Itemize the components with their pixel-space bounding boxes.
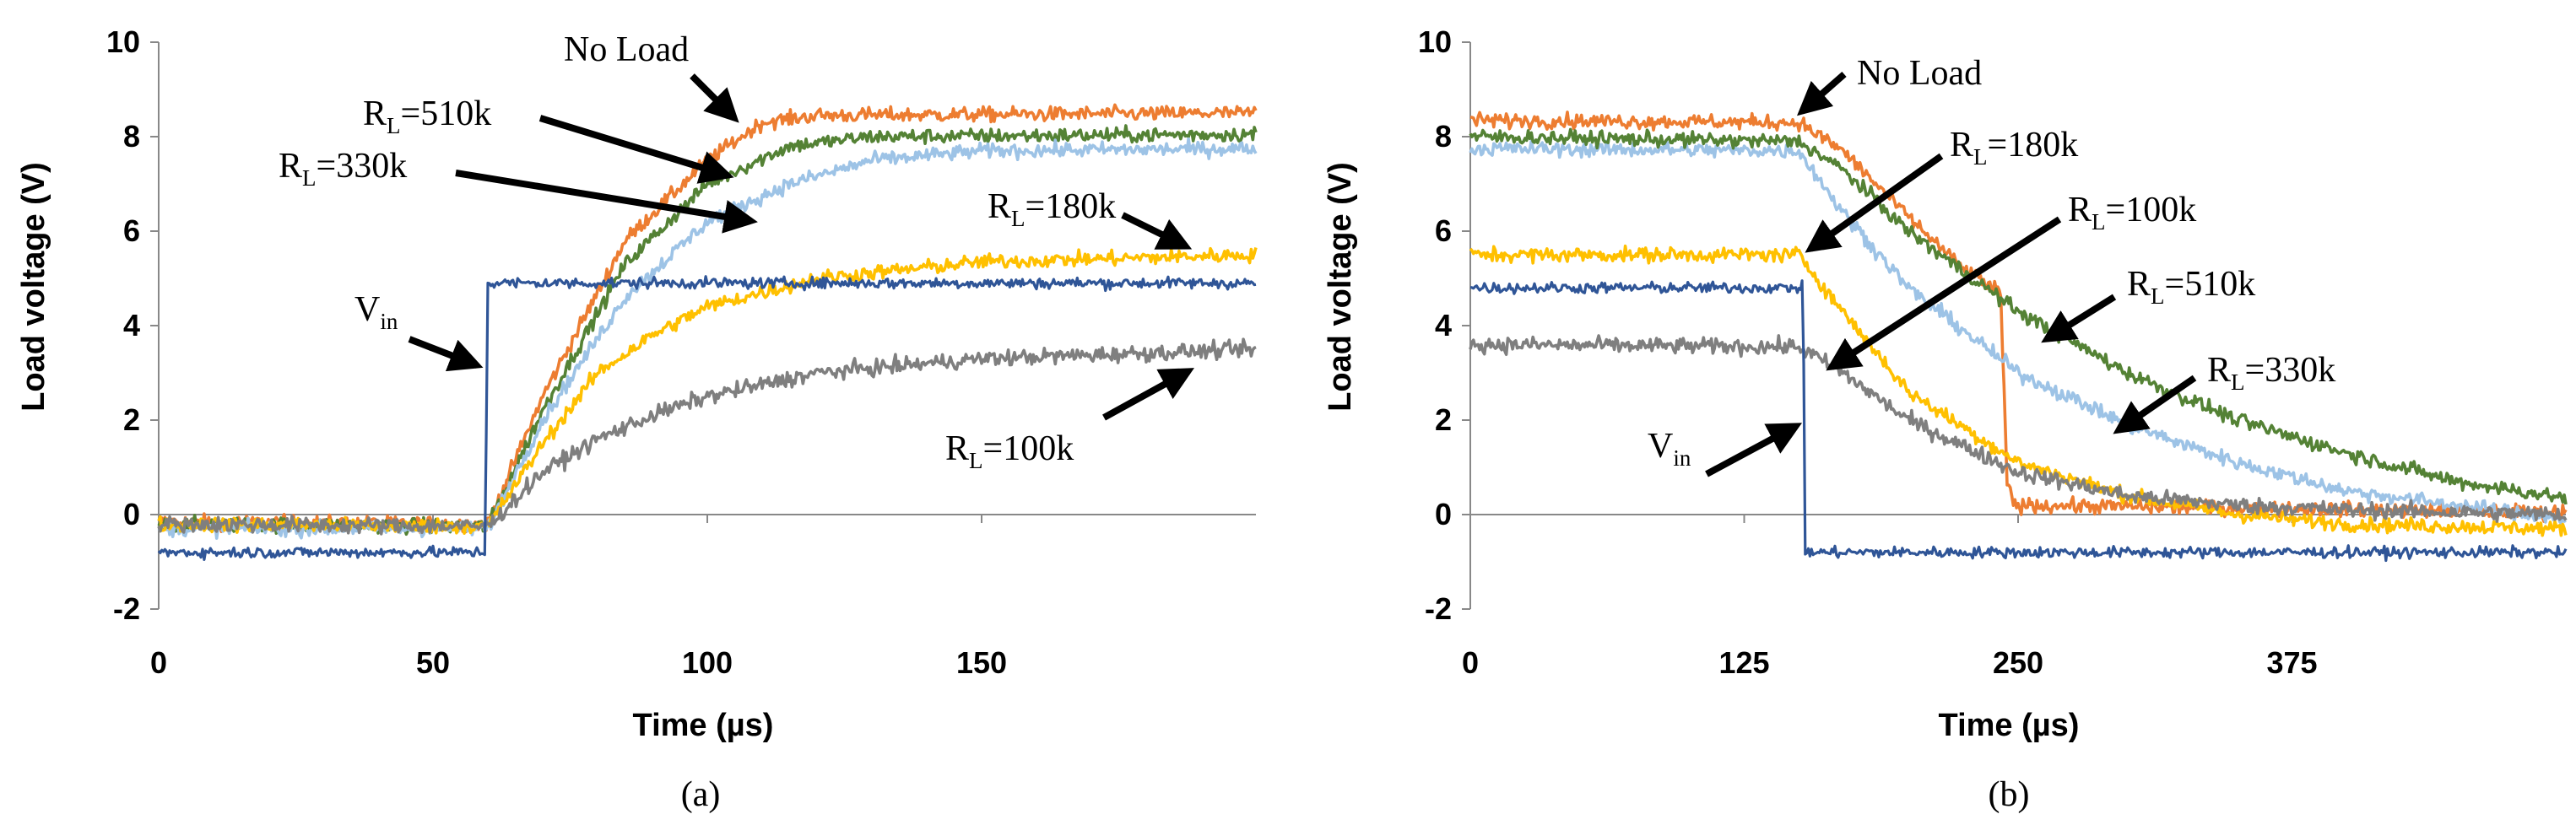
arrow-a-rl-510k — [538, 115, 734, 184]
chart-b-annotations: No Load RL=180k RL=100k RL=510k RL=330k … — [1648, 54, 2335, 477]
annotation-b-vin: Vin — [1648, 427, 1691, 471]
y-tick-label: 2 — [1435, 402, 1452, 437]
arrow-b-no-load — [1796, 71, 1847, 116]
chart-b-series-group — [1469, 111, 2568, 563]
chart-b-tick-labels: -2 0 2 4 6 8 10 0 125 250 375 — [1418, 24, 2318, 680]
series-line-rl-180k — [157, 246, 1258, 535]
annotation-b-rl-180k: RL=180k — [1950, 126, 2078, 170]
chart-a-axes — [150, 41, 1256, 610]
series-line-vin — [1469, 279, 2568, 563]
y-tick-label: 4 — [1435, 308, 1452, 342]
y-tick-label: 6 — [1435, 213, 1452, 248]
arrow-a-rl-100k — [1102, 368, 1195, 421]
y-tick-label: 10 — [106, 24, 140, 59]
arrow-b-rl-330k — [2113, 375, 2197, 434]
arrow-b-rl-180k — [1805, 153, 1944, 253]
annotation-a-rl-180k: RL=180k — [988, 187, 1116, 231]
annotation-a-rl-510k: RL=510k — [363, 94, 491, 138]
arrow-a-rl-180k — [1121, 212, 1193, 250]
y-tick-label: -2 — [113, 591, 140, 626]
y-tick-label: 8 — [123, 119, 140, 154]
series-line-rl-100k — [157, 337, 1257, 536]
chart-a-annotations: No Load RL=510k RL=330k RL=180k RL=100k … — [279, 30, 1195, 473]
annotation-b-no-load: No Load — [1857, 54, 1982, 93]
series-line-rl-510k — [1469, 127, 2568, 505]
y-tick-label: 6 — [123, 213, 140, 248]
series-line-rl-330k — [1469, 139, 2567, 526]
chart-a-x-axis-title: Time (µs) — [633, 708, 774, 743]
chart-b-y-axis-title: Load voltage (V) — [1323, 162, 1358, 412]
arrow-b-rl-100k — [1826, 216, 2062, 371]
x-tick-label: 250 — [1993, 645, 2043, 680]
y-tick-label: 2 — [123, 402, 140, 437]
y-tick-label: 0 — [123, 497, 140, 531]
annotation-b-rl-100k: RL=100k — [2068, 191, 2196, 235]
x-tick-label: 150 — [956, 645, 1007, 680]
chart-b-x-axis-title: Time (µs) — [1939, 708, 2080, 743]
arrow-a-no-load — [690, 73, 739, 123]
x-tick-label: 125 — [1718, 645, 1769, 680]
arrow-b-rl-510k — [2041, 294, 2117, 343]
y-tick-label: -2 — [1425, 591, 1452, 626]
y-tick-label: 0 — [1435, 497, 1452, 531]
x-tick-label: 0 — [150, 645, 167, 680]
x-tick-label: 100 — [682, 645, 733, 680]
series-line-rl-180k — [1469, 244, 2568, 537]
annotation-b-rl-510k: RL=510k — [2127, 265, 2255, 309]
x-tick-label: 375 — [2266, 645, 2317, 680]
annotation-a-rl-330k: RL=330k — [279, 147, 407, 191]
arrow-a-vin — [408, 336, 484, 372]
chart-b: -2 0 2 4 6 8 10 0 125 250 375 Load voltage (V) Tim… — [1323, 24, 2568, 814]
series-line-vin — [157, 275, 1257, 561]
x-tick-label: 0 — [1462, 645, 1479, 680]
series-line-rl-100k — [1469, 334, 2568, 523]
y-tick-label: 10 — [1418, 24, 1452, 59]
chart-a-y-axis-title: Load voltage (V) — [16, 162, 51, 412]
y-tick-label: 8 — [1435, 119, 1452, 154]
arrow-b-vin — [1705, 423, 1803, 477]
arrow-a-rl-330k — [455, 170, 758, 234]
chart-a-caption: (a) — [681, 775, 721, 814]
annotation-a-vin: Vin — [354, 290, 398, 334]
y-tick-label: 4 — [123, 308, 140, 342]
annotation-b-rl-330k: RL=330k — [2207, 351, 2335, 395]
annotation-a-rl-100k: RL=100k — [945, 429, 1074, 473]
x-tick-label: 50 — [416, 645, 450, 680]
annotation-a-no-load: No Load — [564, 30, 689, 69]
chart-b-caption: (b) — [1989, 775, 2030, 814]
